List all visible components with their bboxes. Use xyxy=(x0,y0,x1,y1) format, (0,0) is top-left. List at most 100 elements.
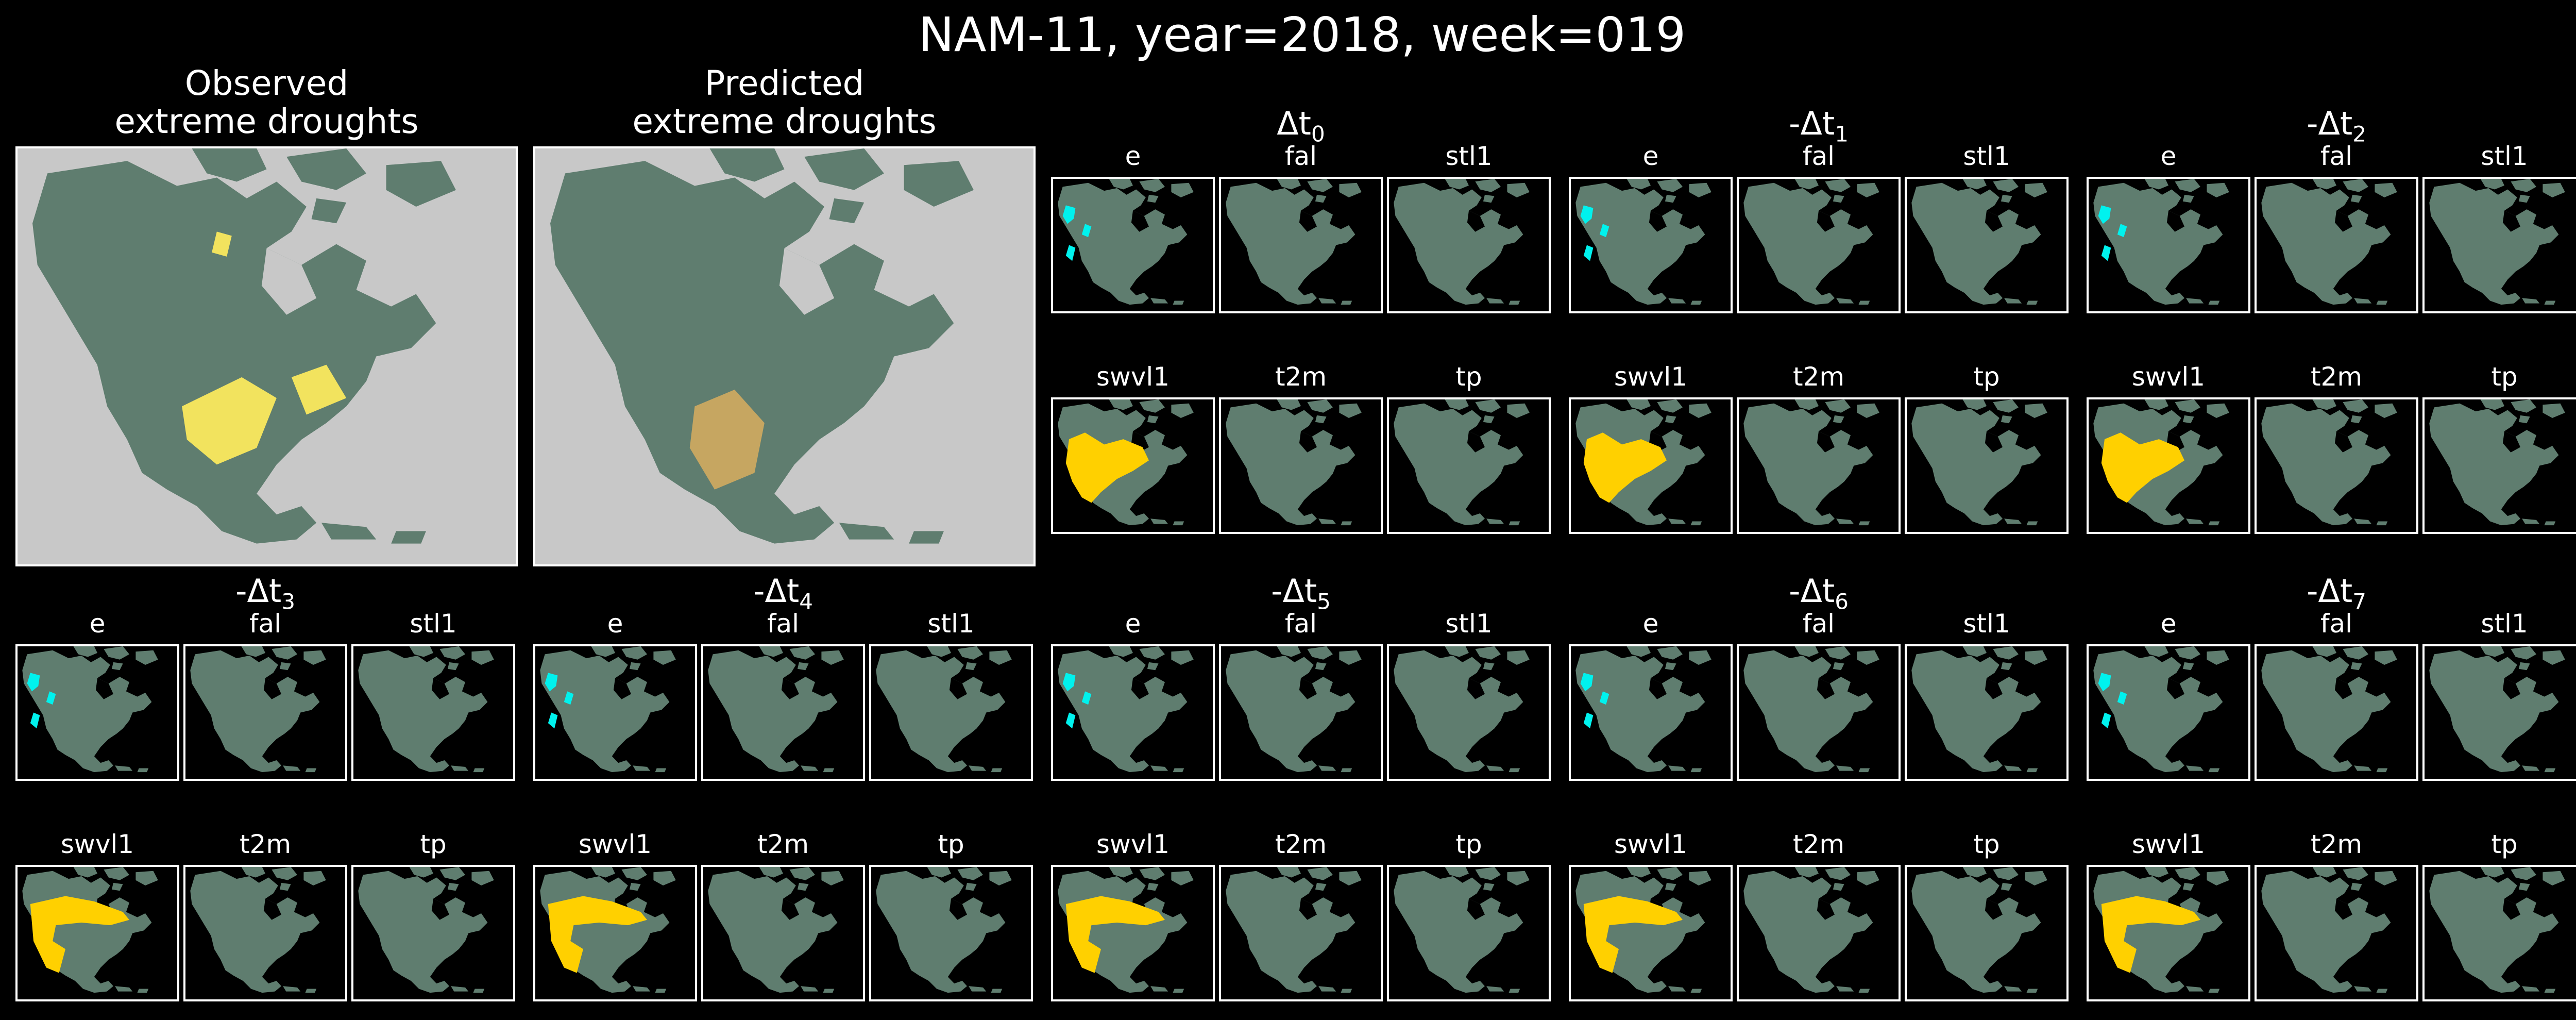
island-0 xyxy=(241,867,265,878)
small-map-panel-stl1 xyxy=(1387,177,1551,313)
small-map-panel-t2m xyxy=(1219,397,1383,534)
land-mass xyxy=(358,871,488,993)
island-1 xyxy=(1139,399,1165,413)
highlight-region-1 xyxy=(46,691,56,705)
island-5 xyxy=(2208,768,2220,773)
island-4 xyxy=(839,523,894,540)
map-e xyxy=(18,646,177,779)
island-0 xyxy=(2480,646,2504,657)
hudson-bay xyxy=(1817,678,1835,699)
island-4 xyxy=(2354,519,2372,524)
highlight-region-1 xyxy=(1081,224,1092,238)
island-5 xyxy=(1173,300,1184,305)
island-0 xyxy=(1626,867,1651,878)
variable-label-t2m: t2m xyxy=(239,829,292,859)
island-3 xyxy=(2518,882,2530,891)
island-3 xyxy=(311,198,347,224)
island-0 xyxy=(2144,867,2168,878)
hudson-bay xyxy=(263,678,281,699)
island-5 xyxy=(2376,300,2388,305)
variable-label-swvl1: swvl1 xyxy=(578,829,652,859)
land-mass xyxy=(1911,403,2041,526)
highlight-region-1 xyxy=(2117,691,2127,705)
island-4 xyxy=(321,523,377,540)
island-5 xyxy=(655,768,667,773)
land-mass xyxy=(1226,182,1355,305)
island-2 xyxy=(2025,403,2047,418)
island-4 xyxy=(451,765,469,771)
island-4 xyxy=(2522,986,2540,992)
land-mass xyxy=(1394,403,1523,526)
small-map-panel-fal xyxy=(701,644,865,781)
small-map-panel-e xyxy=(15,644,179,781)
island-0 xyxy=(1109,179,1133,190)
island-5 xyxy=(1173,989,1184,993)
island-4 xyxy=(2186,986,2204,992)
land-mass xyxy=(1226,871,1355,993)
island-5 xyxy=(391,531,426,544)
island-3 xyxy=(1483,662,1495,671)
highlight-region-0 xyxy=(30,896,129,973)
island-5 xyxy=(1690,768,1702,773)
island-0 xyxy=(1445,867,1469,878)
variable-label-tp: tp xyxy=(938,829,964,859)
land-mass xyxy=(708,871,838,993)
island-4 xyxy=(633,765,651,771)
hudson-bay xyxy=(2334,210,2352,232)
island-0 xyxy=(1109,867,1133,878)
island-0 xyxy=(1794,179,1819,190)
island-5 xyxy=(823,989,835,993)
group-title-7: -Δt7 xyxy=(2087,573,2576,620)
highlight-region-0 xyxy=(1583,896,1683,973)
small-map-panel-t2m xyxy=(2255,865,2418,1001)
island-1 xyxy=(1307,179,1333,192)
hudson-bay xyxy=(1985,678,2003,699)
hudson-bay xyxy=(2502,431,2520,453)
island-3 xyxy=(2001,415,2012,424)
island-1 xyxy=(789,867,815,880)
hudson-bay xyxy=(1985,431,2003,453)
island-3 xyxy=(1833,662,1844,671)
island-4 xyxy=(1150,298,1168,304)
island-5 xyxy=(1341,300,1352,305)
island-5 xyxy=(1173,768,1184,773)
land-mass xyxy=(358,650,488,773)
island-0 xyxy=(759,646,783,657)
island-1 xyxy=(2511,646,2536,660)
highlight-region-0 xyxy=(1065,432,1149,503)
variable-label-tp: tp xyxy=(1973,829,2000,859)
island-3 xyxy=(1665,194,1676,203)
island-0 xyxy=(1794,867,1819,878)
island-1 xyxy=(1825,179,1851,192)
island-5 xyxy=(2026,989,2038,993)
hudson-bay xyxy=(2166,210,2184,232)
land-mass xyxy=(1575,650,1705,773)
small-map-panel-t2m xyxy=(183,865,347,1001)
variable-label-e: e xyxy=(89,609,106,639)
small-map-panel-t2m xyxy=(1737,397,1901,534)
map-fal xyxy=(2257,179,2416,311)
island-3 xyxy=(111,882,123,891)
variable-label-t2m: t2m xyxy=(1792,362,1845,392)
hudson-bay xyxy=(1985,898,2003,920)
hudson-bay xyxy=(2334,678,2352,699)
variable-label-stl1: stl1 xyxy=(1963,141,2010,171)
island-5 xyxy=(137,989,149,993)
small-map-panel-stl1 xyxy=(2422,644,2576,781)
map-t2m xyxy=(1221,867,1381,999)
island-0 xyxy=(73,867,97,878)
hudson-bay xyxy=(1467,678,1485,699)
island-4 xyxy=(2522,298,2540,304)
island-5 xyxy=(1341,989,1352,993)
island-1 xyxy=(1657,179,1683,192)
small-map-panel-e xyxy=(2087,644,2250,781)
island-2 xyxy=(1507,182,1530,197)
island-3 xyxy=(1833,882,1844,891)
island-3 xyxy=(1833,194,1844,203)
island-3 xyxy=(965,662,977,671)
island-4 xyxy=(283,765,301,771)
hudson-bay xyxy=(949,898,967,920)
hudson-bay xyxy=(431,678,449,699)
hudson-bay xyxy=(781,678,799,699)
island-4 xyxy=(283,986,301,992)
